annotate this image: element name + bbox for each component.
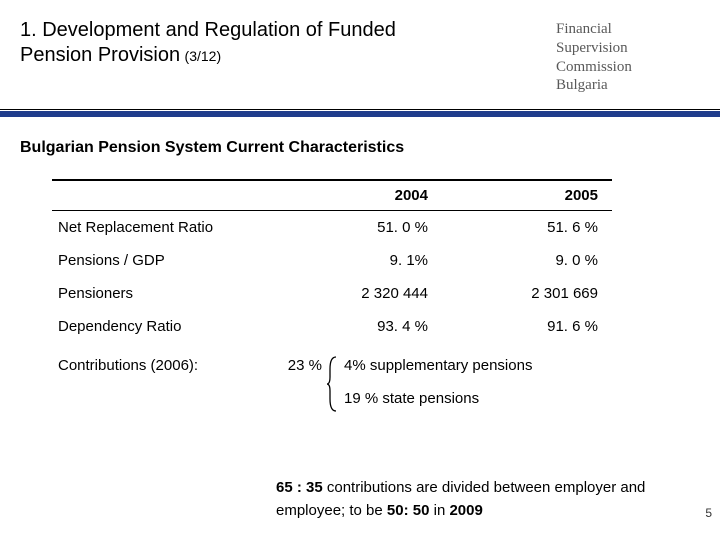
footer-t2: in [429, 502, 449, 519]
row-v1: 2 320 444 [272, 277, 442, 310]
table-header-row: 2004 2005 [52, 180, 612, 211]
row-v2: 51. 6 % [442, 211, 612, 245]
contrib-pct: 23 % [278, 357, 326, 374]
contrib-lines: 4% supplementary pensions 19 % state pen… [340, 357, 532, 407]
data-table: 2004 2005 Net Replacement Ratio 51. 0 % … [52, 179, 612, 415]
org-l2: Supervision [556, 39, 686, 58]
footer-note: 65 : 35 contributions are divided betwee… [276, 477, 696, 522]
table-row: Pensioners 2 320 444 2 301 669 [52, 277, 612, 310]
footer-b2: 50: 50 [387, 502, 430, 519]
header: 1. Development and Regulation of Funded … [0, 0, 720, 95]
table-row: Dependency Ratio 93. 4 % 91. 6 % [52, 310, 612, 343]
row-v1: 9. 1% [272, 244, 442, 277]
org-l3: Commission [556, 58, 686, 77]
contrib-line1: 4% supplementary pensions [344, 357, 532, 374]
col-blank [52, 180, 272, 211]
contrib-row: Contributions (2006): 23 % 4% supplement… [52, 343, 612, 415]
row-label: Dependency Ratio [52, 310, 272, 343]
contrib-label: Contributions (2006): [52, 343, 272, 415]
table-row: Net Replacement Ratio 51. 0 % 51. 6 % [52, 211, 612, 245]
footer-b3: 2009 [449, 502, 482, 519]
contrib-split: 23 % 4% supplementary pensions 19 % stat… [278, 357, 598, 407]
title-line2-wrap: Pension Provision (3/12) [20, 43, 556, 68]
row-v2: 9. 0 % [442, 244, 612, 277]
org-l4: Bulgaria [556, 76, 686, 95]
row-label: Pensions / GDP [52, 244, 272, 277]
col-2005: 2005 [442, 180, 612, 211]
row-v1: 93. 4 % [272, 310, 442, 343]
page-tag: (3/12) [185, 48, 222, 64]
slide: 1. Development and Regulation of Funded … [0, 0, 720, 540]
org-l1: Financial [556, 20, 686, 39]
slide-number: 5 [705, 506, 712, 520]
table-row: Pensions / GDP 9. 1% 9. 0 % [52, 244, 612, 277]
divider [0, 109, 720, 117]
footer-b1: 65 : 35 [276, 479, 323, 496]
contrib-cell: 23 % 4% supplementary pensions 19 % stat… [272, 343, 612, 415]
title-line1: 1. Development and Regulation of Funded [20, 18, 556, 43]
row-v2: 91. 6 % [442, 310, 612, 343]
section-title: Bulgarian Pension System Current Charact… [0, 117, 720, 157]
row-v1: 51. 0 % [272, 211, 442, 245]
col-2004: 2004 [272, 180, 442, 211]
divider-thin [0, 109, 720, 110]
org-block: Financial Supervision Commission Bulgari… [556, 18, 686, 95]
row-label: Pensioners [52, 277, 272, 310]
row-v2: 2 301 669 [442, 277, 612, 310]
row-label: Net Replacement Ratio [52, 211, 272, 245]
title-line2: Pension Provision [20, 44, 180, 66]
contrib-line2: 19 % state pensions [344, 390, 532, 407]
title-block: 1. Development and Regulation of Funded … [20, 18, 556, 68]
